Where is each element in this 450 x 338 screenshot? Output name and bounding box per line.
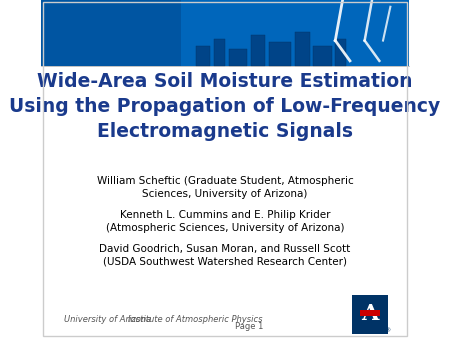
FancyBboxPatch shape [352, 294, 388, 334]
Text: David Goodrich, Susan Moran, and Russell Scott
(USDA Southwest Watershed Researc: David Goodrich, Susan Moran, and Russell… [99, 244, 351, 266]
FancyBboxPatch shape [360, 310, 380, 316]
Text: William Scheftic (Graduate Student, Atmospheric
Sciences, University of Arizona): William Scheftic (Graduate Student, Atmo… [97, 176, 353, 199]
FancyBboxPatch shape [295, 32, 310, 66]
FancyBboxPatch shape [313, 46, 332, 66]
FancyBboxPatch shape [214, 39, 225, 66]
FancyBboxPatch shape [196, 46, 210, 66]
FancyBboxPatch shape [229, 49, 247, 66]
FancyBboxPatch shape [251, 35, 266, 66]
Text: A: A [361, 303, 379, 325]
Text: Page 1: Page 1 [235, 322, 263, 331]
Text: Kenneth L. Cummins and E. Philip Krider
(Atmospheric Sciences, University of Ari: Kenneth L. Cummins and E. Philip Krider … [106, 210, 344, 233]
FancyBboxPatch shape [335, 39, 346, 66]
Text: University of Arizona: University of Arizona [64, 315, 151, 324]
Text: Wide-Area Soil Moisture Estimation
Using the Propagation of Low-Frequency
Electr: Wide-Area Soil Moisture Estimation Using… [9, 72, 441, 141]
FancyBboxPatch shape [41, 0, 409, 66]
Text: ®: ® [384, 329, 391, 334]
FancyBboxPatch shape [181, 0, 409, 66]
Text: Institute of Atmospheric Physics: Institute of Atmospheric Physics [128, 315, 263, 324]
FancyBboxPatch shape [269, 42, 291, 66]
